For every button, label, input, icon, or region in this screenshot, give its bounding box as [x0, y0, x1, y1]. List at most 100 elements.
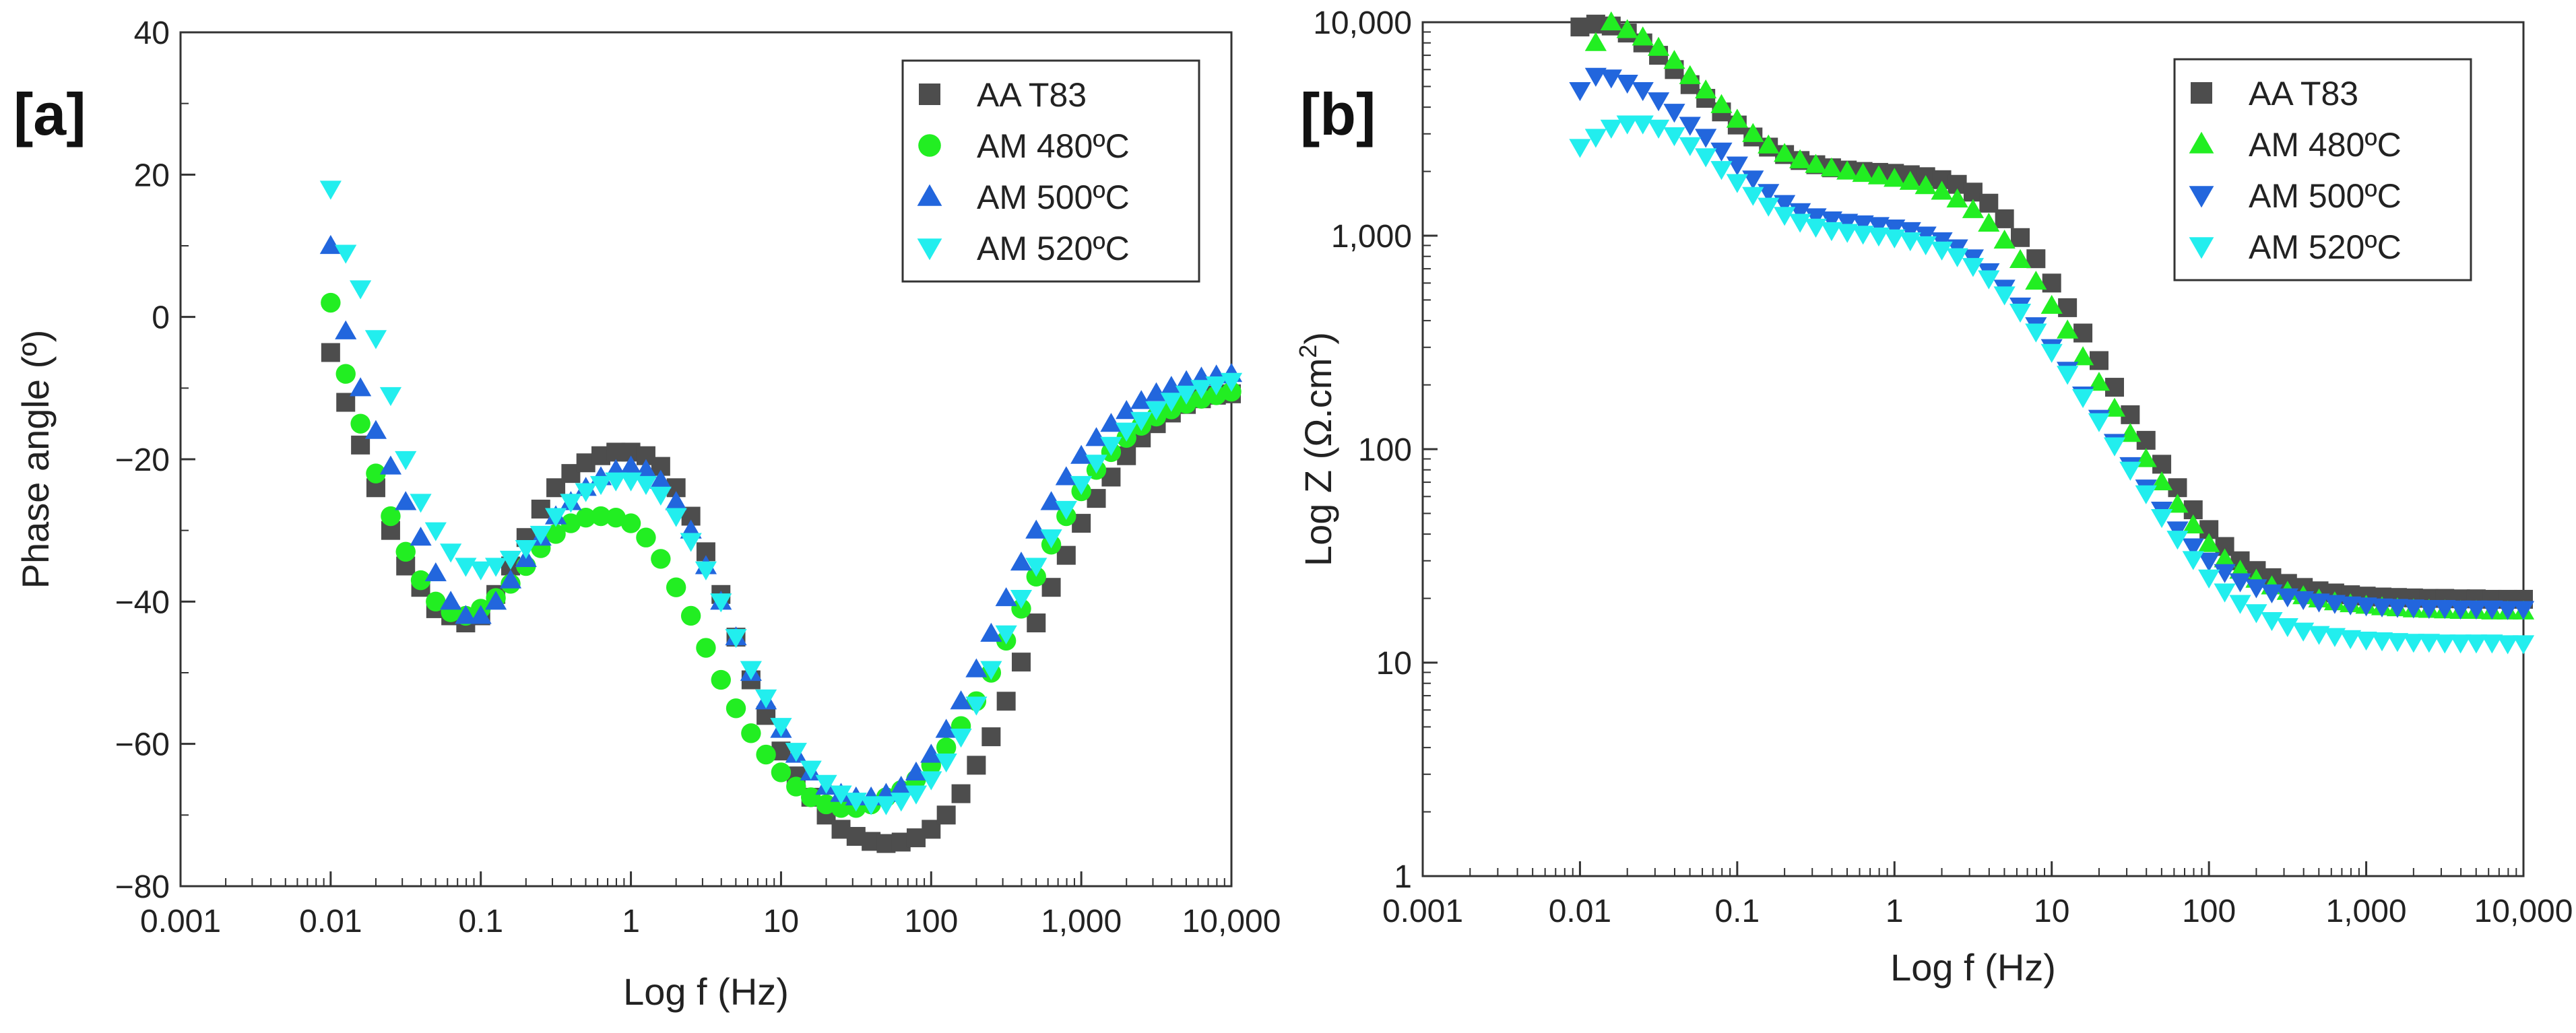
data-point	[319, 180, 342, 200]
legend-marker	[2189, 237, 2214, 259]
data-point	[1632, 115, 1654, 135]
series-am-520-c	[319, 180, 1243, 815]
data-point	[1742, 187, 1764, 206]
legend-b: AA T83 AM 480ºC AM 500ºC AM 520ºC	[2173, 58, 2472, 281]
x-tick-label: 1,000	[1041, 904, 1122, 939]
data-point	[800, 760, 822, 780]
data-point	[1758, 134, 1780, 154]
data-point	[860, 796, 882, 815]
data-point	[364, 330, 387, 349]
data-point	[1931, 241, 1953, 261]
data-point	[786, 776, 806, 797]
y-tick-label: 40	[134, 15, 170, 51]
x-ticks-a: 0.001 0.01 0.1 1 10 100 1,000 10,000	[140, 871, 1281, 939]
data-point	[651, 549, 671, 569]
data-point	[890, 775, 912, 795]
data-point	[544, 508, 567, 527]
data-point	[2026, 249, 2046, 269]
x-tick-label: 1	[622, 904, 640, 939]
data-point	[905, 785, 928, 805]
x-tick-label: 0.01	[1549, 894, 1611, 929]
data-point	[2058, 298, 2078, 317]
data-point	[366, 463, 386, 484]
data-point	[620, 513, 641, 533]
data-point	[1616, 115, 1638, 135]
data-point	[2245, 604, 2267, 624]
y-tick-label: 0	[152, 300, 170, 336]
legend-marker	[919, 84, 940, 105]
data-point	[589, 475, 612, 496]
data-point	[2449, 634, 2472, 654]
data-point	[965, 696, 988, 716]
data-point	[2198, 569, 2220, 589]
data-point	[1774, 143, 1796, 162]
data-point	[424, 522, 447, 541]
data-point	[1100, 436, 1122, 456]
data-point	[1600, 119, 1622, 139]
data-point	[1085, 427, 1107, 446]
data-point	[1647, 119, 1670, 139]
data-point	[381, 506, 401, 527]
data-point	[1663, 104, 1685, 123]
data-point	[2261, 611, 2283, 632]
data-point	[335, 364, 356, 384]
data-point	[591, 506, 611, 527]
data-point	[1742, 123, 1764, 142]
data-point	[2040, 294, 2063, 314]
y-tick-label: −40	[115, 585, 170, 620]
data-point	[395, 451, 417, 471]
data-point	[2057, 319, 2079, 339]
data-point	[2497, 635, 2519, 655]
y-axis-label-b-end: )	[1297, 332, 1339, 345]
x-tick-label: 10,000	[2474, 894, 2573, 929]
data-point	[965, 658, 988, 677]
x-tick-label: 0.01	[299, 904, 362, 939]
data-point	[1205, 376, 1227, 396]
data-point	[2386, 633, 2409, 653]
y-tick-label: −80	[115, 869, 170, 905]
data-point	[1836, 213, 1859, 233]
data-point	[426, 591, 446, 612]
phase-angle-chart: [a] −80 −60 −40 −20 0 20 40 0.001 0.01 0.1 1 10 100…	[13, 15, 1281, 1013]
data-point	[1679, 137, 1701, 156]
data-point	[967, 756, 986, 775]
data-point	[890, 793, 912, 812]
y-tick-label: 1,000	[1331, 219, 1412, 255]
data-point	[995, 587, 1017, 607]
data-point	[920, 771, 942, 791]
data-point	[2011, 228, 2030, 247]
data-point	[1632, 81, 1654, 102]
data-point	[981, 727, 1001, 747]
data-point	[2323, 595, 2346, 614]
data-point	[2465, 634, 2488, 654]
data-point	[2152, 455, 2172, 474]
data-point	[2434, 600, 2456, 620]
data-point	[2150, 508, 2173, 529]
legend-label: AM 520ºC	[2249, 228, 2402, 266]
data-point	[2071, 346, 2094, 366]
data-point	[2089, 351, 2108, 370]
data-point	[1220, 372, 1243, 392]
data-point	[335, 320, 357, 339]
data-point	[1820, 222, 1842, 242]
data-point	[440, 543, 462, 563]
data-point	[665, 491, 687, 510]
data-point	[2166, 494, 2189, 513]
y-ticks-a: −80 −60 −40 −20 0 20 40	[115, 15, 195, 905]
data-point	[2340, 630, 2362, 649]
data-point	[1100, 413, 1122, 432]
data-point	[1820, 157, 1842, 176]
data-point	[1070, 475, 1093, 496]
data-point	[1852, 215, 1874, 235]
series-am-520-c	[1569, 115, 2535, 655]
data-points-b	[1569, 11, 2535, 655]
data-point	[484, 558, 507, 577]
data-point	[1852, 162, 1874, 182]
data-point	[1070, 444, 1093, 464]
y-tick-label: 10,000	[1313, 5, 1412, 41]
data-point	[680, 605, 701, 626]
y-tick-label: 20	[134, 158, 170, 193]
data-point	[2276, 618, 2298, 638]
data-point	[1726, 174, 1748, 193]
